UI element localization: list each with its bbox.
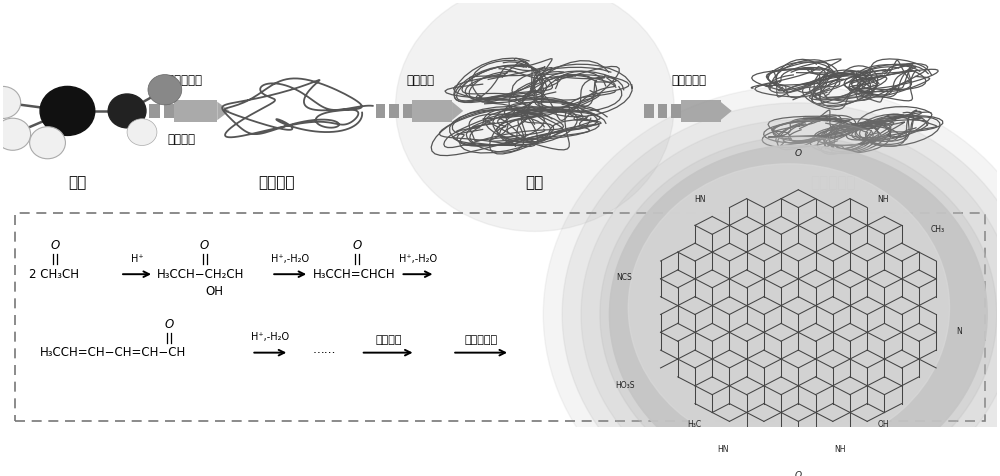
Text: HO₃S: HO₃S <box>615 381 634 390</box>
Text: H⁺,-H₂O: H⁺,-H₂O <box>271 254 309 264</box>
Text: ……: …… <box>313 343 337 356</box>
Polygon shape <box>681 99 721 122</box>
Polygon shape <box>658 104 667 118</box>
Ellipse shape <box>628 164 949 452</box>
Polygon shape <box>376 104 385 118</box>
Polygon shape <box>389 104 399 118</box>
Ellipse shape <box>108 94 146 128</box>
Text: H₃C: H₃C <box>687 420 701 429</box>
Text: 聚合反应: 聚合反应 <box>168 133 196 146</box>
Text: 2 CH₃CH: 2 CH₃CH <box>29 268 79 281</box>
Text: O: O <box>795 149 802 158</box>
Polygon shape <box>149 104 160 118</box>
Text: H⁺: H⁺ <box>131 254 143 264</box>
Text: NH: NH <box>834 446 846 455</box>
Polygon shape <box>164 104 174 118</box>
Text: O: O <box>795 471 802 476</box>
Polygon shape <box>671 104 681 118</box>
Ellipse shape <box>581 120 1000 476</box>
Text: H⁺,-H₂O: H⁺,-H₂O <box>399 254 438 264</box>
Ellipse shape <box>0 87 21 119</box>
Text: NCS: NCS <box>617 273 632 282</box>
Polygon shape <box>217 102 230 120</box>
Polygon shape <box>644 104 654 118</box>
Ellipse shape <box>0 118 31 150</box>
Text: H₃CCH−CH₂CH: H₃CCH−CH₂CH <box>157 268 244 281</box>
Polygon shape <box>174 99 217 122</box>
Text: NH: NH <box>878 195 889 204</box>
Text: H₃CCH=CHCH: H₃CCH=CHCH <box>313 268 396 281</box>
Ellipse shape <box>562 103 1000 476</box>
Ellipse shape <box>30 127 65 159</box>
Text: 卷曲交织: 卷曲交织 <box>406 74 434 87</box>
Ellipse shape <box>609 145 987 476</box>
Text: OH: OH <box>206 285 224 298</box>
Text: N: N <box>956 327 962 336</box>
Text: H₃CCH=CH−CH=CH−CH: H₃CCH=CH−CH=CH−CH <box>40 346 186 359</box>
Polygon shape <box>412 99 452 122</box>
Text: O: O <box>164 318 173 331</box>
Polygon shape <box>135 104 145 118</box>
Text: 杂原子掺杂: 杂原子掺杂 <box>671 74 706 87</box>
Text: 乙醛: 乙醛 <box>68 176 86 190</box>
Ellipse shape <box>543 86 1000 476</box>
Text: H⁺,-H₂O: H⁺,-H₂O <box>251 332 289 342</box>
Text: O: O <box>352 239 361 252</box>
Text: 功能化碳点: 功能化碳点 <box>810 176 856 190</box>
Polygon shape <box>403 104 412 118</box>
Text: OH: OH <box>878 420 889 429</box>
Text: HN: HN <box>717 446 729 455</box>
Text: O: O <box>200 239 209 252</box>
Ellipse shape <box>127 119 157 146</box>
Polygon shape <box>452 102 463 120</box>
Text: CH₃: CH₃ <box>931 225 945 234</box>
Polygon shape <box>721 102 732 120</box>
Text: 杂原子掺杂: 杂原子掺杂 <box>465 335 498 345</box>
Ellipse shape <box>148 75 182 105</box>
Ellipse shape <box>600 137 997 476</box>
Text: O: O <box>51 239 60 252</box>
Ellipse shape <box>40 87 95 135</box>
Ellipse shape <box>396 0 674 231</box>
Text: 低聚物链: 低聚物链 <box>258 176 294 190</box>
Text: 羟醛缩合反应: 羟醛缩合反应 <box>161 74 203 87</box>
Text: 卷曲交织: 卷曲交织 <box>375 335 402 345</box>
Text: HN: HN <box>694 195 706 204</box>
Text: 碳核: 碳核 <box>526 176 544 190</box>
